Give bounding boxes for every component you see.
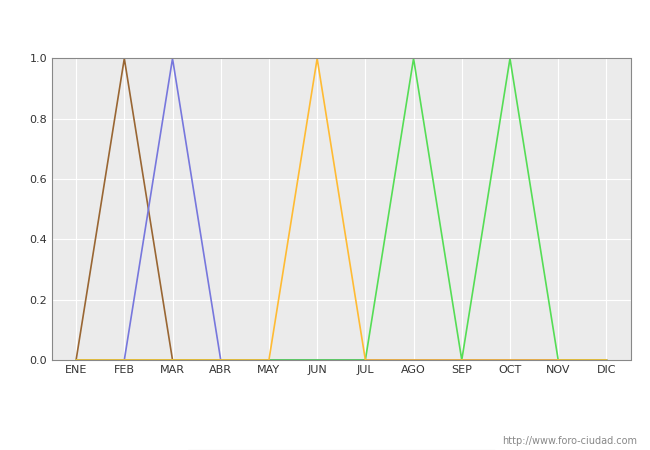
- Text: http://www.foro-ciudad.com: http://www.foro-ciudad.com: [502, 436, 637, 446]
- Text: Matriculaciones de Vehiculos en Zael: Matriculaciones de Vehiculos en Zael: [171, 12, 479, 31]
